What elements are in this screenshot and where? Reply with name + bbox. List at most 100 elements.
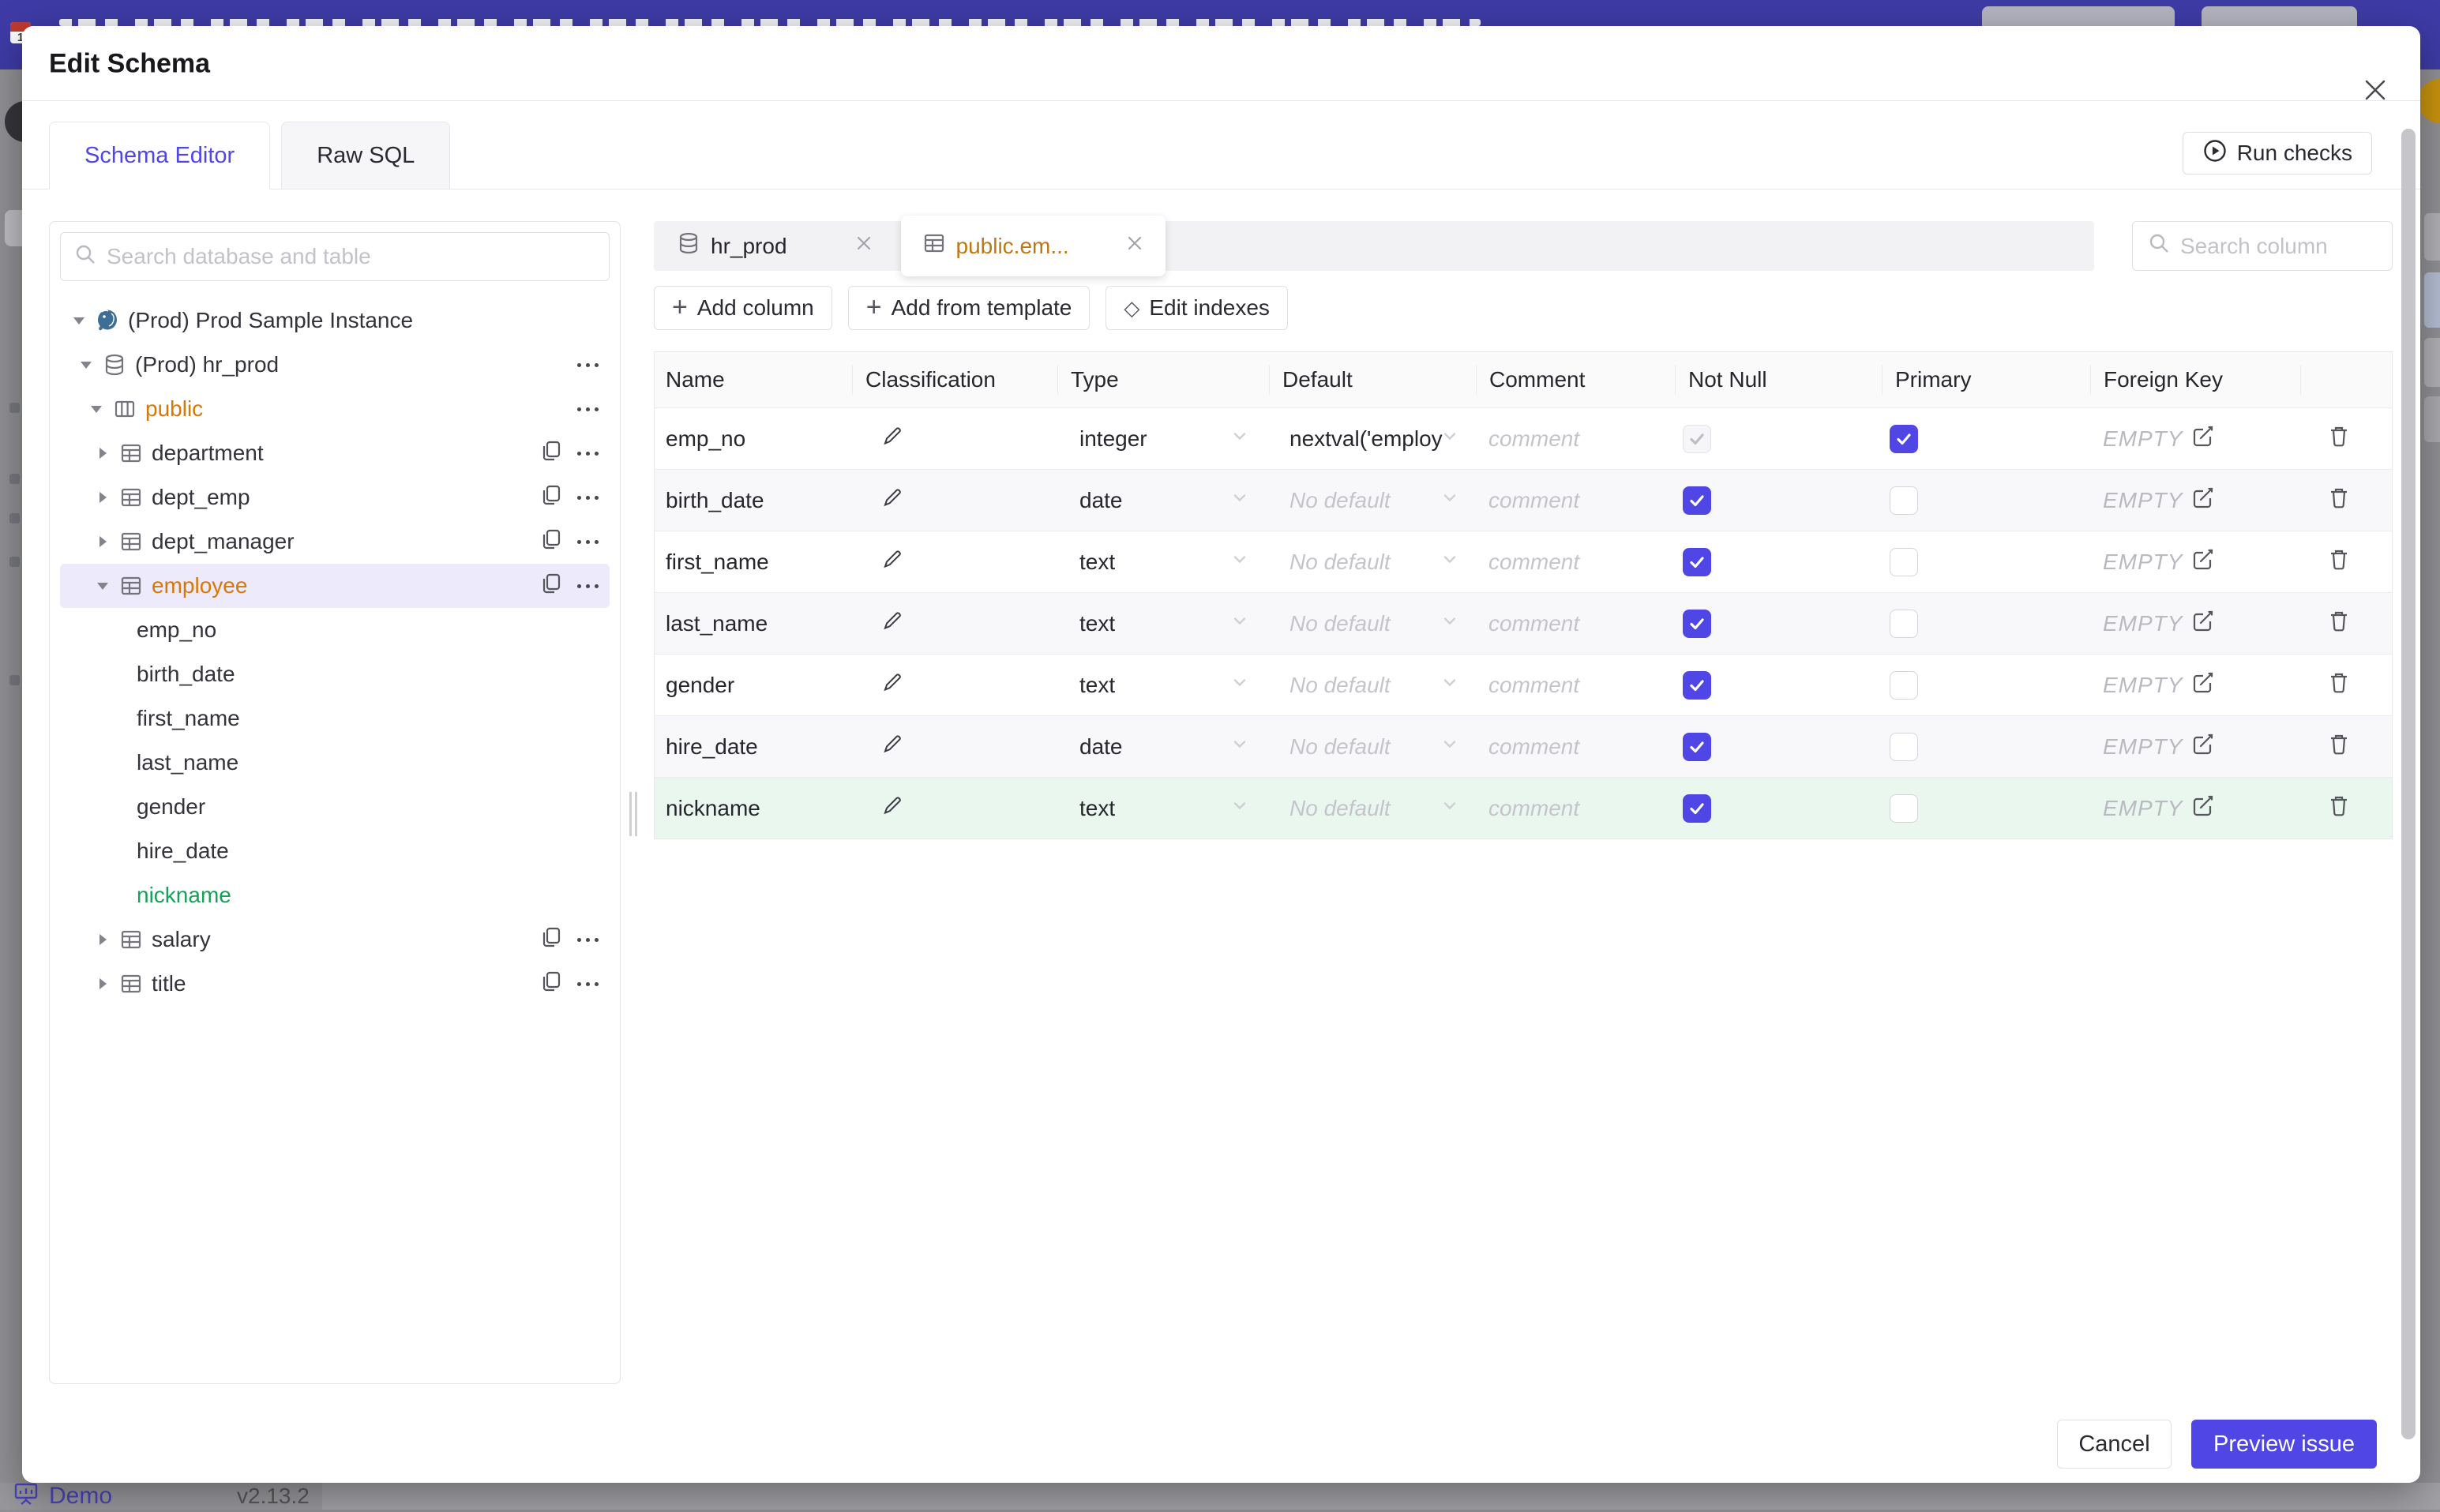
type-select[interactable]: text [1057, 796, 1269, 821]
editor-tab-hr_prod[interactable]: hr_prod [676, 231, 874, 261]
tree-item-hire_date[interactable]: hire_date [60, 829, 610, 873]
column-name-input[interactable]: nickname [666, 795, 760, 820]
edit-foreign-key-icon[interactable] [2190, 608, 2216, 639]
copy-icon[interactable] [539, 970, 563, 999]
copy-icon[interactable] [539, 483, 563, 512]
column-name-input[interactable]: last_name [666, 610, 768, 636]
tree-item--prod-prod-sample-instance[interactable]: (Prod) Prod Sample Instance [60, 298, 610, 343]
caret-right-icon[interactable] [88, 448, 117, 459]
type-select[interactable]: text [1057, 673, 1269, 698]
more-actions-icon[interactable] [577, 981, 599, 986]
copy-icon[interactable] [539, 527, 563, 557]
edit-pencil-icon[interactable] [852, 550, 904, 576]
default-select[interactable]: No default [1269, 796, 1476, 821]
primary-checkbox[interactable] [1890, 732, 1918, 761]
column-name-input[interactable]: hire_date [666, 733, 758, 759]
default-select[interactable]: No default [1269, 611, 1476, 636]
add-column-button[interactable]: + Add column [654, 286, 832, 330]
edit-foreign-key-icon[interactable] [2190, 731, 2216, 762]
panel-resize-handle[interactable] [629, 792, 639, 836]
tree-item-public[interactable]: public [60, 387, 610, 431]
caret-down-icon[interactable] [72, 361, 100, 369]
column-name-input[interactable]: birth_date [666, 487, 764, 512]
primary-checkbox[interactable] [1890, 670, 1918, 700]
edit-pencil-icon[interactable] [852, 489, 904, 514]
not-null-checkbox[interactable] [1683, 486, 1711, 515]
run-checks-button[interactable]: Run checks [2182, 132, 2372, 174]
not-null-checkbox[interactable] [1683, 547, 1711, 576]
edit-foreign-key-icon[interactable] [2190, 485, 2216, 516]
default-select[interactable]: No default [1269, 488, 1476, 513]
edit-foreign-key-icon[interactable] [2190, 546, 2216, 577]
comment-input[interactable]: comment [1488, 672, 1580, 697]
copy-icon[interactable] [539, 439, 563, 468]
caret-down-icon[interactable] [65, 317, 93, 325]
more-actions-icon[interactable] [577, 495, 599, 500]
edit-pencil-icon[interactable] [852, 797, 904, 822]
caret-right-icon[interactable] [88, 492, 117, 503]
tree-item-gender[interactable]: gender [60, 785, 610, 829]
tree-item-department[interactable]: department [60, 431, 610, 475]
tab-raw-sql[interactable]: Raw SQL [281, 122, 451, 189]
type-select[interactable]: date [1057, 488, 1269, 513]
default-select[interactable]: No default [1269, 673, 1476, 698]
edit-foreign-key-icon[interactable] [2190, 423, 2216, 454]
tab-schema-editor[interactable]: Schema Editor [49, 122, 271, 189]
demo-link[interactable]: Demo [13, 1483, 112, 1510]
primary-checkbox[interactable] [1890, 609, 1918, 638]
more-actions-icon[interactable] [577, 583, 599, 588]
more-actions-icon[interactable] [577, 362, 599, 367]
comment-input[interactable]: comment [1488, 487, 1580, 512]
edit-pencil-icon[interactable] [852, 612, 904, 637]
tree-item--prod-hr_prod[interactable]: (Prod) hr_prod [60, 343, 610, 387]
tree-item-last_name[interactable]: last_name [60, 741, 610, 785]
tree-item-nickname[interactable]: nickname [60, 873, 610, 917]
close-tab-icon[interactable] [854, 233, 874, 259]
caret-right-icon[interactable] [88, 978, 117, 989]
edit-indexes-button[interactable]: ◇ Edit indexes [1106, 286, 1288, 330]
edit-pencil-icon[interactable] [852, 673, 904, 699]
trash-icon[interactable] [2300, 796, 2352, 823]
column-name-input[interactable]: gender [666, 672, 735, 697]
comment-input[interactable]: comment [1488, 610, 1580, 636]
not-null-checkbox[interactable] [1683, 609, 1711, 638]
edit-foreign-key-icon[interactable] [2190, 793, 2216, 824]
comment-input[interactable]: comment [1488, 549, 1580, 574]
primary-checkbox[interactable] [1890, 547, 1918, 576]
caret-down-icon[interactable] [82, 405, 111, 413]
tree-search-input[interactable]: Search database and table [60, 232, 610, 281]
type-select[interactable]: date [1057, 734, 1269, 760]
caret-right-icon[interactable] [88, 536, 117, 547]
comment-input[interactable]: comment [1488, 795, 1580, 820]
type-select[interactable]: integer [1057, 426, 1269, 452]
edit-foreign-key-icon[interactable] [2190, 670, 2216, 700]
more-actions-icon[interactable] [577, 407, 599, 411]
not-null-checkbox[interactable] [1683, 732, 1711, 761]
more-actions-icon[interactable] [577, 451, 599, 456]
trash-icon[interactable] [2300, 488, 2352, 515]
tree-item-dept_emp[interactable]: dept_emp [60, 475, 610, 520]
caret-down-icon[interactable] [88, 582, 117, 590]
not-null-checkbox[interactable] [1683, 424, 1711, 453]
type-select[interactable]: text [1057, 611, 1269, 636]
trash-icon[interactable] [2300, 611, 2352, 638]
comment-input[interactable]: comment [1488, 426, 1580, 451]
trash-icon[interactable] [2300, 550, 2352, 576]
editor-tab-public-em-[interactable]: public.em... [900, 216, 1166, 276]
tree-item-title[interactable]: title [60, 962, 610, 1006]
edit-pencil-icon[interactable] [852, 427, 904, 452]
edit-pencil-icon[interactable] [852, 735, 904, 760]
cancel-button[interactable]: Cancel [2057, 1420, 2172, 1469]
type-select[interactable]: text [1057, 550, 1269, 575]
not-null-checkbox[interactable] [1683, 794, 1711, 823]
add-from-template-button[interactable]: + Add from template [847, 286, 1090, 330]
trash-icon[interactable] [2300, 734, 2352, 761]
trash-icon[interactable] [2300, 673, 2352, 700]
primary-checkbox[interactable] [1890, 486, 1918, 515]
caret-right-icon[interactable] [88, 934, 117, 945]
tree-item-salary[interactable]: salary [60, 917, 610, 962]
column-name-input[interactable]: first_name [666, 549, 769, 574]
more-actions-icon[interactable] [577, 539, 599, 544]
tree-item-birth_date[interactable]: birth_date [60, 652, 610, 696]
default-select[interactable]: No default [1269, 550, 1476, 575]
